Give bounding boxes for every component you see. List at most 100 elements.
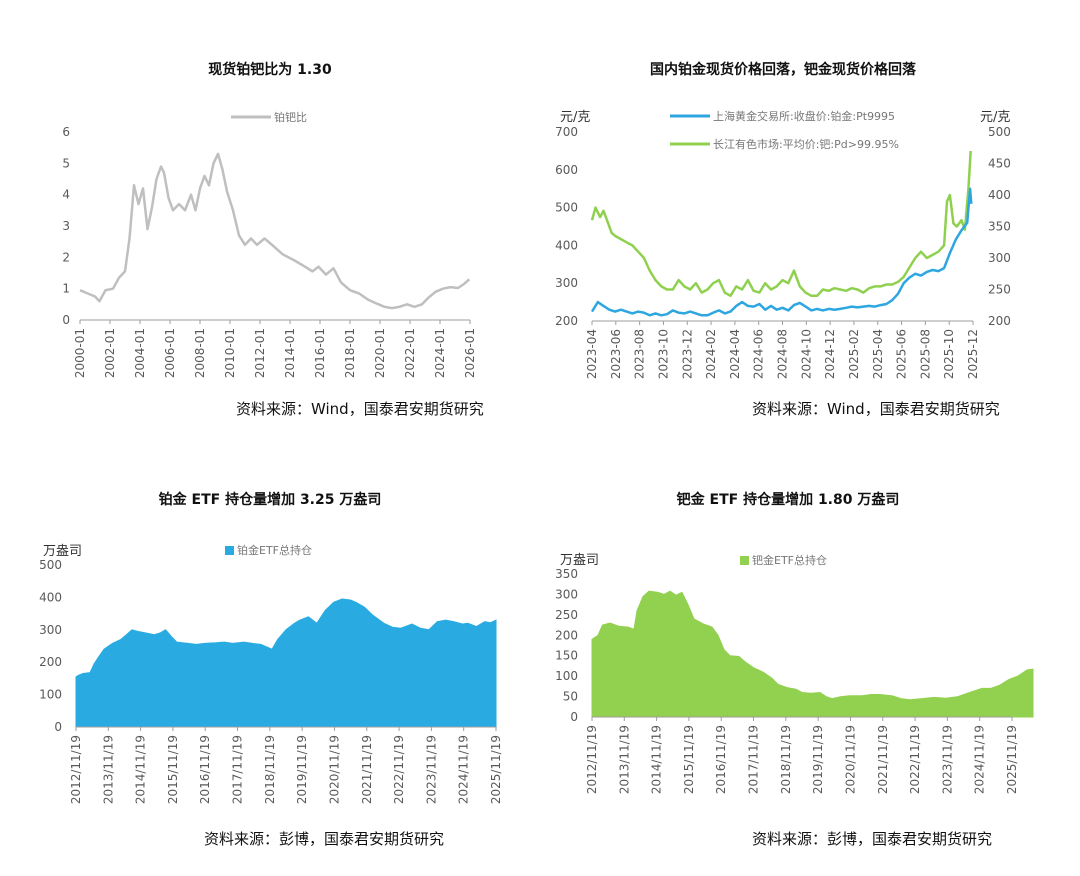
ratio-x-tick-label: 2010-01 (223, 328, 237, 378)
chart-source-3: 资料来源：彭博，国泰君安期货研究 (204, 830, 445, 848)
ratio-x-tick-label: 2004-01 (133, 328, 147, 378)
ratio-y-tick: 2 (62, 250, 70, 264)
pd-etf-x-tick-label: 2025/11/19 (1005, 725, 1019, 794)
pt-etf-x-tick-label: 2025/11/19 (489, 735, 503, 804)
palladium-series-line (590, 150, 972, 298)
pd-etf-y-tick: 50 (563, 690, 578, 704)
pt-etf-y-tick: 300 (39, 623, 62, 637)
pt-etf-x-tick-label: 2019/11/19 (295, 735, 309, 804)
price-x-tick-label: 2023-12 (680, 329, 694, 379)
ratio-y-tick: 6 (62, 125, 70, 139)
pt-etf-y-tick: 100 (39, 688, 62, 702)
price-x-tick-label: 2024-06 (752, 329, 766, 379)
pt-etf-y-axis-unit: 万盎司 (43, 544, 82, 559)
price-x-tick-label: 2025-08 (918, 329, 932, 379)
pt-etf-x-tick-label: 2020/11/19 (327, 735, 341, 804)
palladium-legend-label: 长江有色市场:平均价:钯:Pd>99.95% (713, 137, 899, 151)
ratio-series-line (79, 152, 471, 310)
pd-etf-x-tick-label: 2015/11/19 (682, 725, 696, 794)
pd-etf-y-tick: 250 (555, 608, 578, 622)
price-right-y-tick: 400 (988, 188, 1011, 202)
ratio-x-tick-label: 2018-01 (343, 328, 357, 378)
price-right-y-tick: 250 (988, 283, 1011, 297)
pt-etf-legend-swatch (225, 546, 234, 555)
pd-etf-x-tick-label: 2018/11/19 (779, 725, 793, 794)
chart-title-spot-price: 国内铂金现货价格回落，钯金现货价格回落 (650, 62, 916, 78)
pt-etf-y-tick: 0 (54, 720, 62, 734)
price-left-y-tick: 200 (555, 314, 578, 328)
pt-etf-series-area (75, 598, 497, 728)
platinum-legend-label: 上海黄金交易所:收盘价:铂金:Pt9995 (713, 109, 895, 123)
ratio-x-tick-label: 2008-01 (193, 328, 207, 378)
pt-etf-x-tick-label: 2021/11/19 (360, 735, 374, 804)
pt-etf-x-tick-label: 2015/11/19 (166, 735, 180, 804)
pd-etf-x-tick-label: 2020/11/19 (843, 725, 857, 794)
pt-etf-x-tick-label: 2014/11/19 (134, 735, 148, 804)
pd-etf-series-area (591, 590, 1034, 718)
platinum-series-line (590, 187, 973, 317)
pd-etf-y-tick: 200 (555, 628, 578, 642)
price-left-y-tick: 500 (555, 201, 578, 215)
ratio-x-tick-label: 2020-01 (373, 328, 387, 378)
pt-etf-x-tick-label: 2016/11/19 (198, 735, 212, 804)
pd-etf-x-tick-label: 2013/11/19 (617, 725, 631, 794)
price-x-tick-label: 2024-12 (823, 329, 837, 379)
price-left-y-tick: 700 (555, 125, 578, 139)
chart-source-2: 资料来源：Wind，国泰君安期货研究 (752, 400, 1000, 418)
price-right-y-tick: 350 (988, 220, 1011, 234)
ratio-x-tick-label: 2012-01 (253, 328, 267, 378)
ratio-y-tick: 3 (62, 219, 70, 233)
ratio-y-tick: 0 (62, 313, 70, 327)
chart-title-pt-pd-ratio: 现货铂钯比为 1.30 (208, 62, 332, 78)
price-right-y-tick: 450 (988, 157, 1011, 171)
pd-etf-x-tick-label: 2019/11/19 (811, 725, 825, 794)
ratio-x-tick-label: 2002-01 (103, 328, 117, 378)
chart-title-pt-etf: 铂金 ETF 持仓量增加 3.25 万盎司 (158, 492, 382, 508)
chart-source-1: 资料来源：Wind，国泰君安期货研究 (236, 400, 484, 418)
pd-etf-legend-label: 钯金ETF总持仓 (752, 553, 827, 567)
ratio-y-tick: 5 (62, 156, 70, 170)
price-x-tick-label: 2023-10 (656, 329, 670, 379)
pt-etf-y-tick: 400 (39, 590, 62, 604)
price-x-tick-label: 2024-10 (799, 329, 813, 379)
ratio-y-tick: 4 (62, 188, 70, 202)
price-right-y-tick: 200 (988, 314, 1011, 328)
ratio-legend-label: 铂钯比 (274, 110, 307, 124)
pt-etf-x-tick-label: 2012/11/19 (69, 735, 83, 804)
pt-etf-x-tick-label: 2022/11/19 (392, 735, 406, 804)
ratio-x-tick-label: 2026-01 (463, 328, 477, 378)
pt-etf-x-tick-label: 2023/11/19 (424, 735, 438, 804)
pt-etf-y-tick: 500 (39, 558, 62, 572)
price-x-tick-label: 2025-10 (942, 329, 956, 379)
pt-etf-y-tick: 200 (39, 655, 62, 669)
pt-etf-x-tick-label: 2024/11/19 (457, 735, 471, 804)
ratio-x-tick-label: 2000-01 (73, 328, 87, 378)
price-left-axis-unit: 元/克 (560, 110, 590, 125)
price-x-tick-label: 2025-02 (847, 329, 861, 379)
pt-etf-x-tick-label: 2013/11/19 (101, 735, 115, 804)
price-right-y-tick: 300 (988, 251, 1011, 265)
price-right-axis-unit: 元/克 (980, 110, 1010, 125)
pd-etf-y-tick: 350 (555, 567, 578, 581)
price-x-tick-label: 2024-08 (776, 329, 790, 379)
pd-etf-y-tick: 100 (555, 669, 578, 683)
price-x-tick-label: 2024-02 (704, 329, 718, 379)
ratio-y-tick: 1 (62, 282, 70, 296)
ratio-x-tick-label: 2024-01 (433, 328, 447, 378)
pd-etf-x-tick-label: 2022/11/19 (908, 725, 922, 794)
chart-source-4: 资料来源：彭博，国泰君安期货研究 (752, 830, 993, 848)
price-left-y-tick: 300 (555, 276, 578, 290)
pt-etf-x-tick-label: 2018/11/19 (263, 735, 277, 804)
price-x-tick-label: 2024-04 (728, 329, 742, 379)
price-x-tick-label: 2023-04 (585, 329, 599, 379)
pd-etf-y-tick: 150 (555, 649, 578, 663)
pt-etf-x-tick-label: 2017/11/19 (231, 735, 245, 804)
pd-etf-x-tick-label: 2017/11/19 (747, 725, 761, 794)
pd-etf-x-tick-label: 2021/11/19 (876, 725, 890, 794)
ratio-x-tick-label: 2014-01 (283, 328, 297, 378)
pd-etf-y-tick: 300 (555, 587, 578, 601)
pd-etf-x-tick-label: 2024/11/19 (973, 725, 987, 794)
pd-etf-y-tick: 0 (570, 710, 578, 724)
pt-etf-legend-label: 铂金ETF总持仓 (237, 543, 312, 557)
